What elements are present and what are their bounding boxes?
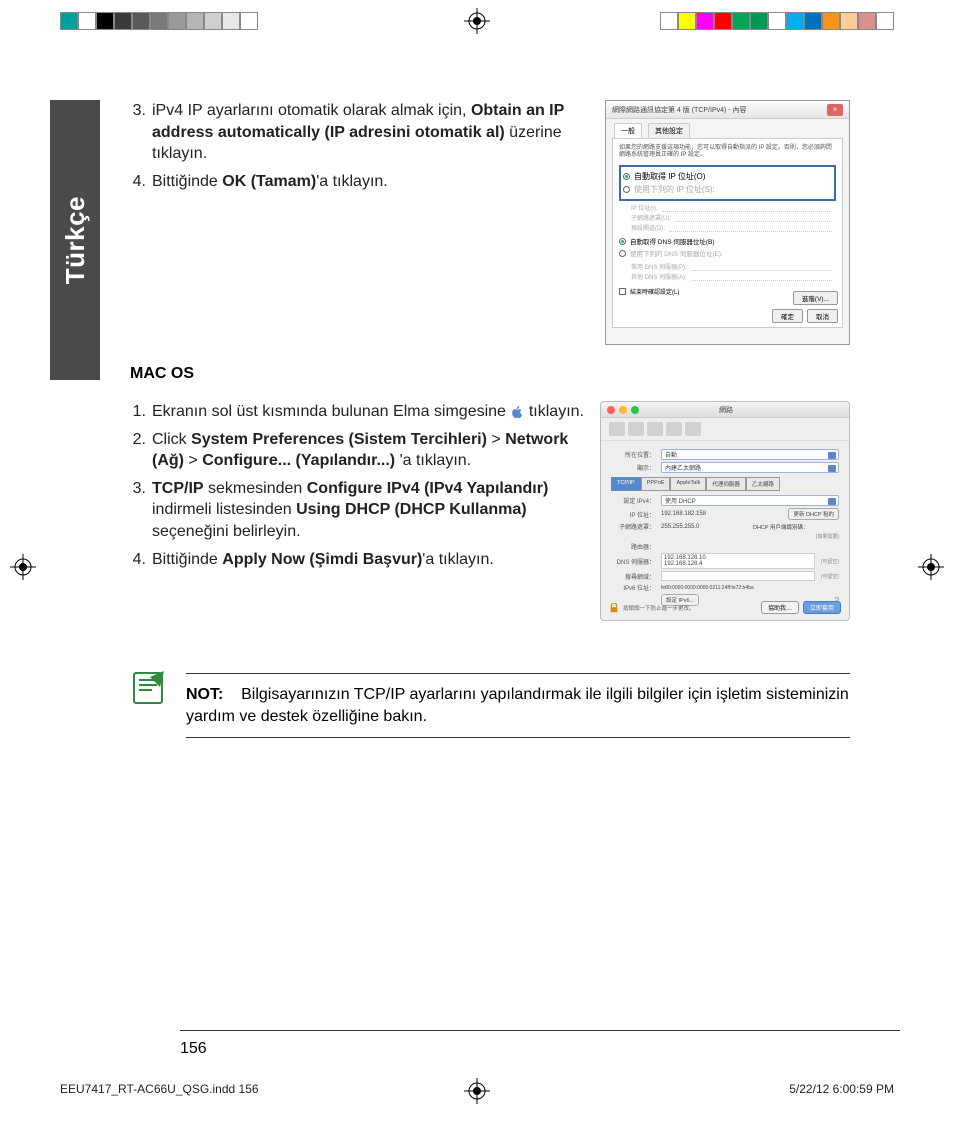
language-tab-label: Türkçe — [60, 196, 91, 284]
mac-tabs: TCP/IPPPPoEAppleTalk代理伺服器乙太網路 — [611, 477, 839, 491]
show-select[interactable]: 內建乙太網路 — [661, 462, 839, 473]
color-swatch — [822, 12, 840, 30]
footer-file: EEU7417_RT-AC66U_QSG.indd 156 — [60, 1082, 259, 1096]
macos-network-dialog: 網路 所在位置：自動 顯示：內建乙太網路 TCP/IPPPPoEAppleTal… — [600, 401, 850, 621]
dialog-title: 網際網路通訊協定第 4 版 (TCP/IPv4) - 內容 — [612, 105, 747, 115]
note-icon — [130, 669, 168, 712]
macos-heading: MAC OS — [130, 365, 850, 383]
color-swatch — [132, 12, 150, 30]
mac-tab[interactable]: PPPoE — [641, 477, 671, 491]
toolbar-icon[interactable] — [647, 422, 663, 436]
checkbox-validate[interactable] — [619, 288, 626, 295]
mac-close-icon[interactable] — [607, 406, 615, 414]
color-swatch — [786, 12, 804, 30]
mac-tab[interactable]: TCP/IP — [611, 477, 641, 491]
tab-general[interactable]: 一般 — [614, 123, 642, 138]
color-swatch — [714, 12, 732, 30]
toolbar-icon[interactable] — [666, 422, 682, 436]
step-item: 2.Click System Preferences (Sistem Terci… — [130, 429, 586, 472]
color-swatch — [876, 12, 894, 30]
color-swatch — [204, 12, 222, 30]
color-swatch — [678, 12, 696, 30]
windows-steps-list: 3.iPv4 IP ayarlarını otomatik olarak alm… — [130, 100, 591, 192]
configure-ipv4-select[interactable]: 使用 DHCP — [661, 495, 839, 506]
color-swatch — [840, 12, 858, 30]
mac-min-icon[interactable] — [619, 406, 627, 414]
color-swatch — [768, 12, 786, 30]
toolbar-icon[interactable] — [609, 422, 625, 436]
color-swatch — [168, 12, 186, 30]
step-item: 4.Bittiğinde OK (Tamam)'a tıklayın. — [130, 171, 591, 193]
page-number: 156 — [180, 1040, 207, 1058]
page-rule — [180, 1030, 900, 1031]
language-tab: Türkçe — [50, 100, 100, 380]
radio-manual-ip[interactable] — [623, 186, 630, 193]
location-select[interactable]: 自動 — [661, 449, 839, 460]
mac-tab[interactable]: AppleTalk — [670, 477, 706, 491]
toolbar-icon[interactable] — [628, 422, 644, 436]
ok-button[interactable]: 確定 — [772, 309, 803, 323]
note-label: NOT: — [186, 686, 223, 703]
footer-timestamp: 5/22/12 6:00:59 PM — [789, 1082, 894, 1096]
mac-tab[interactable]: 代理伺服器 — [706, 477, 746, 491]
color-swatch — [240, 12, 258, 30]
note-text: Bilgisayarınızın TCP/IP ayarlarını yapıl… — [186, 686, 849, 725]
radio-manual-dns[interactable] — [619, 250, 626, 257]
registration-mark-icon — [10, 554, 36, 580]
color-swatch — [186, 12, 204, 30]
registration-mark-icon — [464, 8, 490, 34]
color-swatch — [660, 12, 678, 30]
color-swatch — [858, 12, 876, 30]
radio-auto-dns[interactable] — [619, 238, 626, 245]
toolbar-icon[interactable] — [685, 422, 701, 436]
color-swatch — [750, 12, 768, 30]
mac-zoom-icon[interactable] — [631, 406, 639, 414]
lock-icon[interactable] — [609, 603, 619, 613]
color-swatch — [78, 12, 96, 30]
radio-auto-ip[interactable] — [623, 173, 630, 180]
registration-mark-icon — [918, 554, 944, 580]
dialog-titlebar: 網際網路通訊協定第 4 版 (TCP/IPv4) - 內容 × — [606, 101, 849, 119]
color-swatch — [696, 12, 714, 30]
mac-toolbar — [601, 418, 849, 441]
color-swatch — [222, 12, 240, 30]
color-swatch — [60, 12, 78, 30]
mac-dialog-title: 網路 — [643, 405, 809, 415]
renew-dhcp-button[interactable]: 更新 DHCP 租約 — [788, 508, 839, 520]
color-swatch — [96, 12, 114, 30]
color-swatch — [732, 12, 750, 30]
color-swatch — [150, 12, 168, 30]
tab-alt[interactable]: 其他設定 — [648, 123, 690, 138]
windows-tcpip-dialog: 網際網路通訊協定第 4 版 (TCP/IPv4) - 內容 × 一般 其他設定 … — [605, 100, 850, 345]
step-item: 3.iPv4 IP ayarlarını otomatik olarak alm… — [130, 100, 591, 165]
assist-button[interactable]: 協助我… — [761, 601, 799, 614]
apple-icon — [510, 405, 524, 419]
apply-now-button[interactable]: 立即套用 — [803, 601, 841, 614]
color-swatch — [114, 12, 132, 30]
dialog-description: 如果您的網路支援這項功能，您可以取得自動指派的 IP 設定。否則，您必須詢問網路… — [619, 145, 836, 159]
mac-tab[interactable]: 乙太網路 — [746, 477, 780, 491]
step-item: 4.Bittiğinde Apply Now (Şimdi Başvur)'a … — [130, 549, 586, 571]
color-swatch — [804, 12, 822, 30]
advanced-button[interactable]: 進階(V)... — [793, 291, 838, 305]
step-item: 3.TCP/IP sekmesinden Configure IPv4 (IPv… — [130, 478, 586, 543]
macos-steps-list: 1.Ekranın sol üst kısmında bulunan Elma … — [130, 401, 586, 570]
print-footer: EEU7417_RT-AC66U_QSG.indd 156 5/22/12 6:… — [60, 1082, 894, 1096]
step-item: 1.Ekranın sol üst kısmında bulunan Elma … — [130, 401, 586, 423]
close-icon[interactable]: × — [827, 104, 843, 116]
note-block: NOT: Bilgisayarınızın TCP/IP ayarlarını … — [130, 669, 850, 742]
cancel-button[interactable]: 取消 — [807, 309, 838, 323]
